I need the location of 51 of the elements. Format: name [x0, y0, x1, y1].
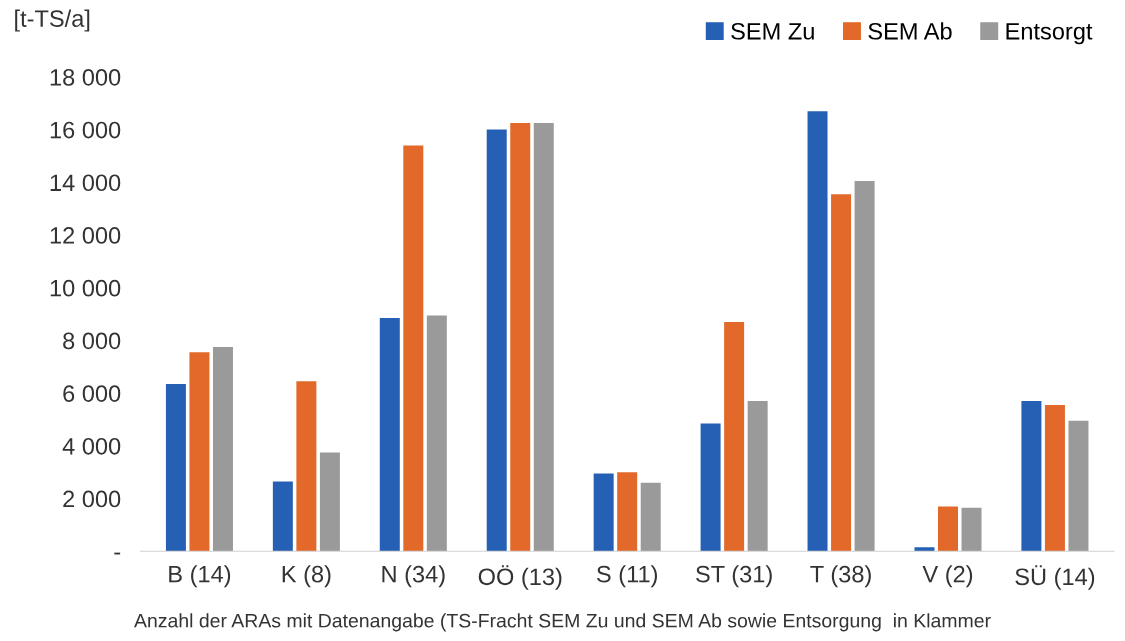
bar [533, 123, 554, 552]
bar [212, 347, 233, 552]
bar [1021, 401, 1042, 552]
y-tick-label: - [114, 552, 121, 555]
x-tick-label: B (14) [169, 565, 231, 588]
bar [189, 352, 210, 552]
bar [807, 111, 828, 552]
bar [296, 381, 317, 552]
y-tick-label: 10 000 [50, 279, 121, 297]
x-tick-label: SÜ (14) [1015, 565, 1095, 590]
bar [914, 547, 935, 552]
bar [854, 181, 875, 552]
x-tick-label: V (2) [922, 565, 973, 588]
bar [938, 506, 958, 552]
bar [961, 507, 982, 552]
bar [403, 145, 424, 552]
x-tick-label: S (11) [596, 565, 657, 588]
y-tick-label: 4 000 [62, 437, 121, 455]
bar [724, 322, 745, 552]
bar [617, 472, 638, 552]
x-axis-title: Anzahl der ARAs mit Datenangabe (TS-Fracht SEM Zu und SEM Ab sowie Entsorgung in Klammer [134, 613, 991, 632]
bar [1044, 405, 1065, 552]
bar [1068, 420, 1089, 552]
x-tick-label: OÖ (13) [478, 565, 562, 590]
legend-label: SEM Ab [868, 22, 952, 40]
y-tick-label: 14 000 [50, 174, 121, 192]
y-tick-label: 18 000 [50, 68, 121, 86]
y-tick-label: 6 000 [63, 385, 121, 402]
legend-label: SEM Zu [731, 22, 814, 40]
bar [272, 481, 293, 552]
bar [426, 315, 447, 552]
y-tick-label: 12 000 [50, 227, 121, 244]
bar [486, 129, 507, 552]
y-tick-label: 16 000 [50, 121, 121, 139]
bar [640, 482, 661, 552]
bar [747, 401, 768, 552]
bar [510, 123, 531, 552]
bar [319, 452, 340, 552]
x-tick-label: T (38) [810, 565, 871, 588]
y-tick-label: 2 000 [63, 490, 121, 508]
bar [593, 473, 614, 552]
x-tick-label: N (34) [382, 565, 445, 588]
y-tick-label: 8 000 [63, 332, 121, 350]
bar [165, 383, 186, 552]
bar [831, 194, 852, 552]
bar [700, 423, 721, 552]
x-tick-label: ST (31) [696, 565, 772, 588]
legend-label: Entsorgt [1006, 23, 1093, 45]
y-axis-title: [t-TS/a] [15, 9, 90, 32]
bar [379, 318, 400, 552]
x-tick-label: K (8) [282, 565, 331, 588]
